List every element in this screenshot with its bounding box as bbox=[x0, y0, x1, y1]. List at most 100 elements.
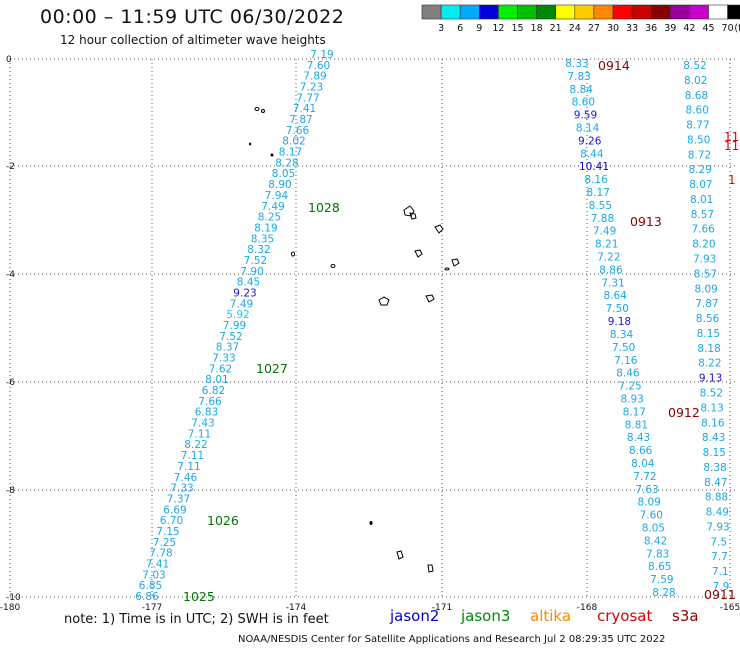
wave-height-value: 8.43 bbox=[627, 432, 650, 444]
wave-height-value: 8.25 bbox=[258, 212, 281, 224]
wave-height-value: 7.66 bbox=[198, 396, 222, 408]
x-tick-label: -177 bbox=[142, 603, 162, 613]
island bbox=[261, 109, 265, 113]
wave-height-value: 8.46 bbox=[616, 368, 640, 380]
wave-height-value: 8.07 bbox=[689, 179, 712, 191]
legend-swatch bbox=[612, 4, 633, 20]
island bbox=[291, 251, 295, 257]
island bbox=[434, 224, 444, 234]
legend-swatch bbox=[631, 4, 652, 20]
legend-swatch bbox=[727, 4, 740, 20]
wave-height-value: 8.28 bbox=[652, 587, 675, 599]
wave-height-value: 6.83 bbox=[195, 407, 218, 419]
wave-height-value: 7.16 bbox=[614, 355, 638, 367]
island bbox=[409, 212, 417, 220]
footer-credit: NOAA/NESDIS Center for Satellite Applica… bbox=[238, 634, 666, 645]
wave-height-value: 8.05 bbox=[272, 168, 295, 180]
wave-height-value: 6.70 bbox=[160, 515, 183, 527]
legend-swatch bbox=[478, 4, 499, 20]
wave-height-value: 8.50 bbox=[687, 134, 710, 146]
pass-time-label: 1026 bbox=[207, 513, 239, 528]
wave-height-value: 7.60 bbox=[640, 510, 663, 522]
footer-note: note: 1) Time is in UTC; 2) SWH is in fe… bbox=[64, 612, 329, 627]
legend-swatch bbox=[574, 4, 595, 20]
wave-height-value: 8.77 bbox=[686, 120, 709, 132]
legend-swatch bbox=[459, 4, 480, 20]
wave-height-value: 8.22 bbox=[184, 439, 207, 451]
map-grid: -180 -177 -174 -171 -168 -165 0 -2 -4 -6 -8 -10 bbox=[0, 55, 740, 613]
island bbox=[330, 264, 336, 268]
legend-label: 70 bbox=[722, 23, 734, 34]
wave-height-value: 7.11 bbox=[177, 461, 200, 473]
wave-height-value: 7.52 bbox=[219, 331, 242, 343]
wave-height-value: 7.1 bbox=[712, 566, 729, 578]
wave-height-value: 8.01 bbox=[690, 194, 713, 206]
legend-label: 3 bbox=[438, 23, 444, 34]
wave-height-value: 7.31 bbox=[601, 277, 624, 289]
island bbox=[369, 521, 373, 525]
island bbox=[249, 142, 251, 146]
wave-height-value: 8.09 bbox=[637, 497, 660, 509]
wave-height-value: 8.35 bbox=[251, 233, 274, 245]
wave-height-value: 5.92 bbox=[226, 309, 249, 321]
wave-height-value: 8.68 bbox=[685, 90, 708, 102]
x-tick-label: -165 bbox=[720, 603, 740, 613]
track-left: 7.197.607.897.237.777.417.877.668.028.17… bbox=[135, 49, 333, 603]
legend-label: 21 bbox=[550, 23, 562, 34]
pass-time-label: 0912 bbox=[668, 405, 700, 420]
wave-height-value: 7.66 bbox=[691, 224, 715, 236]
legend-swatch bbox=[708, 4, 728, 20]
wave-height-value: 8.33 bbox=[565, 58, 588, 70]
x-tick-label: -180 bbox=[0, 603, 20, 613]
legend-swatch bbox=[650, 4, 671, 20]
wave-height-value: 7.66 bbox=[286, 125, 310, 137]
wave-height-value: 7.83 bbox=[567, 71, 590, 83]
legend-label: 27 bbox=[588, 23, 600, 34]
wave-height-value: 8.19 bbox=[254, 222, 277, 234]
legend-unit: (ft) bbox=[734, 23, 740, 34]
wave-height-value: 7.22 bbox=[597, 252, 620, 264]
wave-height-value: 10.41 bbox=[579, 161, 609, 173]
legend-swatch bbox=[421, 4, 442, 20]
wave-height-value: 9.59 bbox=[574, 110, 597, 122]
satellite-s3a: s3a bbox=[672, 607, 699, 625]
track-middle: 8.337.838.848.609.598.149.268.4410.418.1… bbox=[565, 58, 675, 599]
wave-height-value: 8.34 bbox=[610, 329, 634, 341]
wave-height-value: 8.44 bbox=[580, 148, 604, 160]
wave-height-value: 8.43 bbox=[702, 432, 725, 444]
wave-height-value: 7.19 bbox=[310, 49, 333, 61]
wave-height-value: 7.41 bbox=[293, 103, 316, 115]
wave-height-value: 8.64 bbox=[603, 290, 627, 302]
wave-height-value: 9.18 bbox=[608, 316, 631, 328]
wave-height-value: 7.03 bbox=[142, 569, 165, 581]
wave-height-value: 7.77 bbox=[296, 92, 319, 104]
wave-height-value: 7.63 bbox=[635, 484, 658, 496]
wave-height-value: 9.23 bbox=[233, 287, 256, 299]
x-tick-label: -168 bbox=[577, 603, 598, 613]
wave-height-value: 6.82 bbox=[202, 385, 225, 397]
edge-value-label: 1 bbox=[728, 173, 736, 187]
legend-label: 15 bbox=[511, 23, 523, 34]
wave-height-value: 7.50 bbox=[606, 303, 629, 315]
wave-height-value: 7.33 bbox=[212, 353, 235, 365]
edge-value-label: 11 bbox=[724, 130, 739, 144]
legend-label: 39 bbox=[664, 23, 676, 34]
island bbox=[414, 249, 423, 258]
track-right: 8.52 8.02 8.68 8.60 8.77 8.50 8.72 8.29 8.07 8.01… bbox=[683, 60, 729, 593]
island bbox=[425, 294, 435, 303]
wave-height-value: 7.59 bbox=[650, 574, 673, 586]
pass-time-label: 1028 bbox=[308, 200, 340, 215]
wave-height-value: 8.66 bbox=[629, 445, 653, 457]
wave-height-value: 7.25 bbox=[618, 381, 641, 393]
legend-swatch bbox=[498, 4, 518, 20]
wave-height-value: 8.01 bbox=[205, 374, 228, 386]
island bbox=[254, 107, 260, 111]
wave-height-value: 8.05 bbox=[642, 522, 665, 534]
wave-height-value: 8.60 bbox=[572, 97, 595, 109]
wave-height-value: 8.45 bbox=[237, 277, 260, 289]
wave-height-value: 8.32 bbox=[247, 244, 270, 256]
island bbox=[427, 564, 434, 573]
legend-swatch bbox=[669, 4, 690, 20]
legend-label: 9 bbox=[476, 23, 482, 34]
